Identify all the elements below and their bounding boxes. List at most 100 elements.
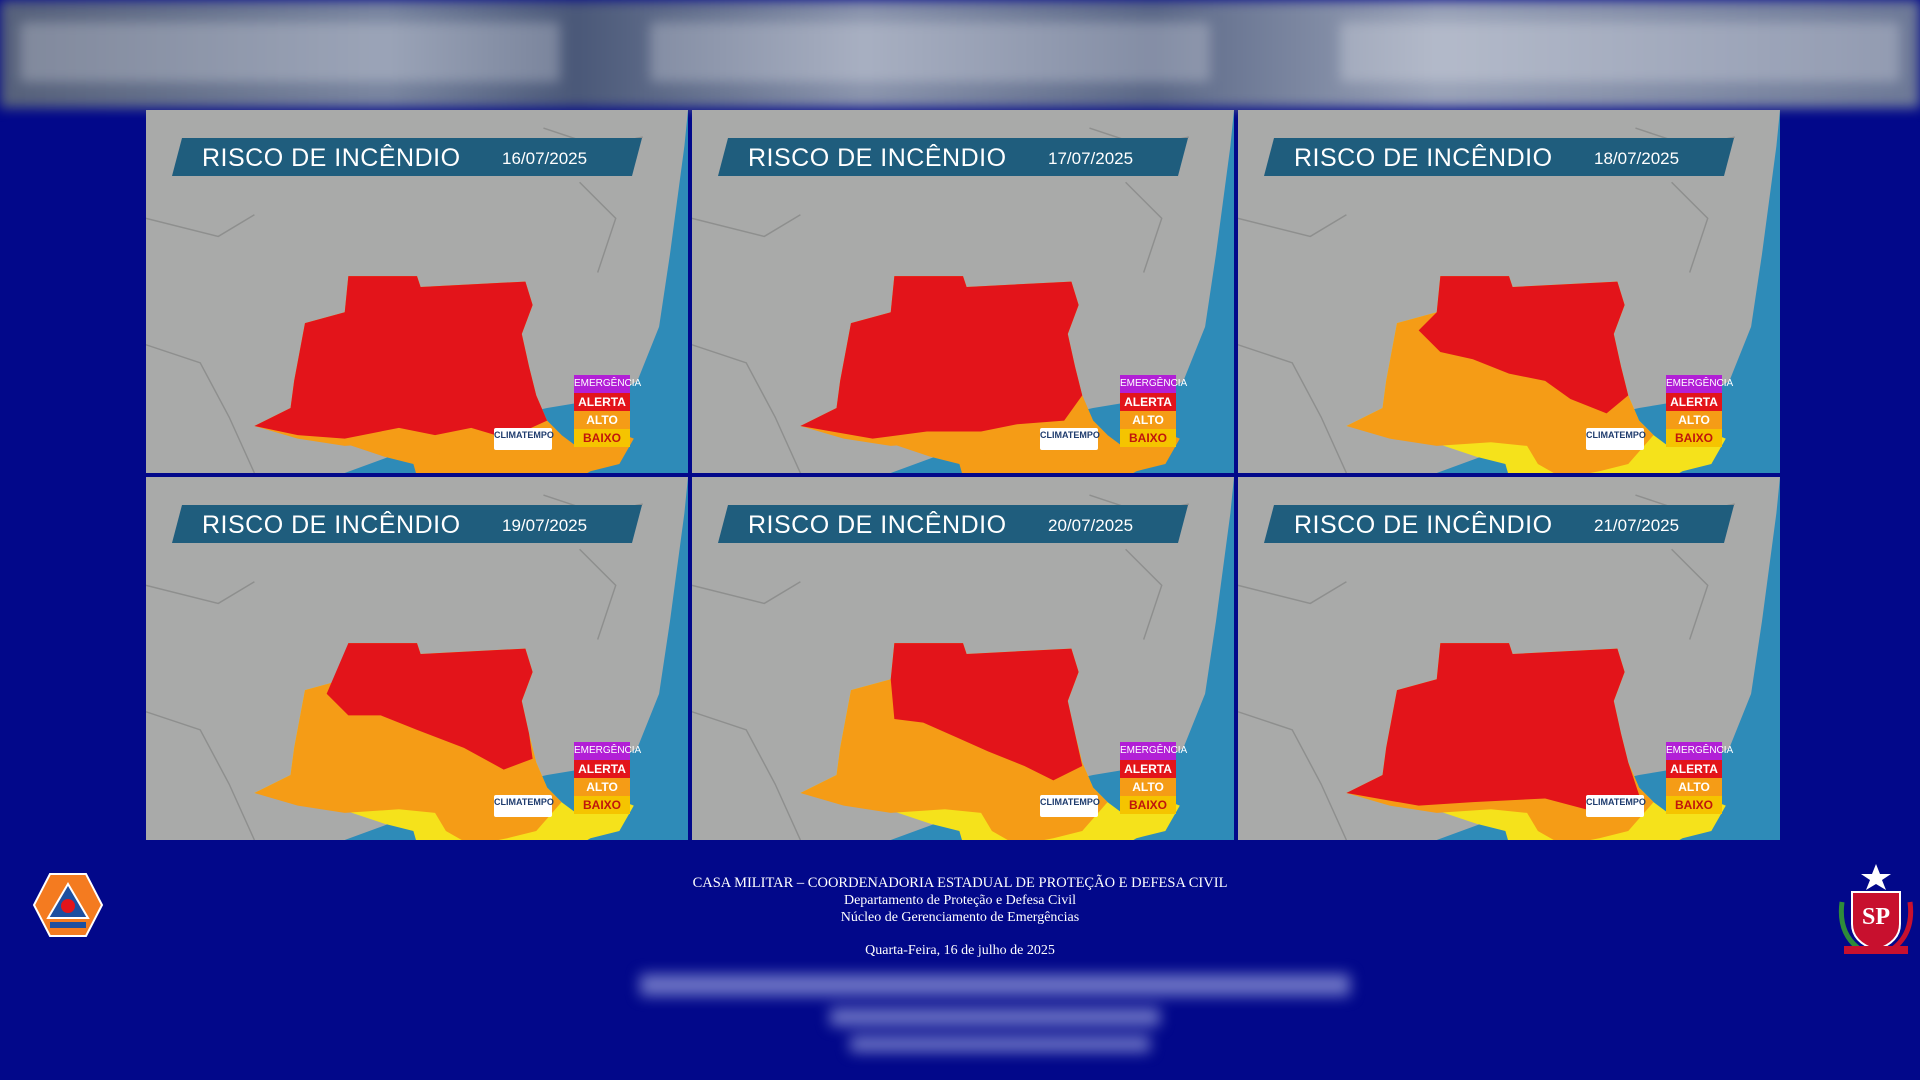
map-terrain <box>692 110 1234 473</box>
map-terrain <box>692 477 1234 840</box>
map-date: 19/07/2025 <box>502 516 588 535</box>
state-border <box>579 181 617 273</box>
legend-alerta: ALERTA <box>1120 393 1176 411</box>
fire-risk-map: RISCO DE INCÊNDIO 21/07/2025 EMERGÊNCIA ALE… <box>1238 477 1780 840</box>
state-border <box>146 581 255 605</box>
climatempo-logo: CLIMATEMPO <box>1586 795 1646 817</box>
legend-baixo: BAIXO <box>1120 429 1176 447</box>
map-title-banner: RISCO DE INCÊNDIO 19/07/2025 <box>172 505 642 543</box>
sao-paulo-coat-of-arms-icon: SP <box>1836 862 1916 961</box>
state-border <box>692 344 802 473</box>
state-border <box>1238 711 1348 840</box>
footer: CASA MILITAR – COORDENADORIA ESTADUAL DE… <box>0 875 1920 959</box>
risk-legend: EMERGÊNCIA ALERTA ALTO BAIXO <box>1666 742 1733 814</box>
map-title: RISCO DE INCÊNDIO <box>202 511 461 539</box>
legend-alerta: ALERTA <box>1120 760 1176 778</box>
fire-risk-map: RISCO DE INCÊNDIO 16/07/2025 EMERGÊNCIA ALE… <box>146 110 688 473</box>
footer-nucleus: Núcleo de Gerenciamento de Emergências <box>840 910 1080 925</box>
map-title: RISCO DE INCÊNDIO <box>1294 511 1553 539</box>
risk-legend: EMERGÊNCIA ALERTA ALTO BAIXO <box>1120 742 1187 814</box>
legend-baixo: BAIXO <box>1666 796 1722 814</box>
risk-area-alerta <box>326 643 533 770</box>
state-border <box>1238 344 1348 473</box>
legend-emergencia: EMERGÊNCIA <box>1666 742 1733 760</box>
legend-baixo: BAIXO <box>574 429 630 447</box>
legend-alerta: ALERTA <box>1666 760 1722 778</box>
state-border <box>1671 548 1709 640</box>
legend-emergencia: EMERGÊNCIA <box>1666 375 1733 393</box>
legend-emergencia: EMERGÊNCIA <box>574 375 641 393</box>
ocean <box>890 477 1234 840</box>
map-title-banner: RISCO DE INCÊNDIO 21/07/2025 <box>1264 505 1734 543</box>
ocean <box>890 110 1234 473</box>
footer-institution: CASA MILITAR – COORDENADORIA ESTADUAL DE… <box>692 875 1228 891</box>
state-border <box>1238 581 1347 605</box>
map-terrain <box>1238 110 1780 473</box>
risk-legend: EMERGÊNCIA ALERTA ALTO BAIXO <box>574 742 641 814</box>
map-date: 16/07/2025 <box>502 149 588 168</box>
state-border <box>692 214 801 238</box>
risk-area-alerta <box>890 643 1083 781</box>
svg-text:SP: SP <box>1862 904 1890 930</box>
blurred-line <box>850 1036 1150 1052</box>
state-border <box>692 711 802 840</box>
state-border <box>1671 181 1709 273</box>
fire-risk-map: RISCO DE INCÊNDIO 17/07/2025 EMERGÊNCIA ALE… <box>692 110 1234 473</box>
map-date: 18/07/2025 <box>1594 149 1680 168</box>
legend-alto: ALTO <box>574 778 630 796</box>
legend-alerta: ALERTA <box>1666 393 1722 411</box>
fire-risk-map-grid: RISCO DE INCÊNDIO 16/07/2025 EMERGÊNCIA ALE… <box>146 110 1780 842</box>
map-title: RISCO DE INCÊNDIO <box>748 511 1007 539</box>
legend-alto: ALTO <box>1666 778 1722 796</box>
legend-baixo: BAIXO <box>574 796 630 814</box>
map-title-banner: RISCO DE INCÊNDIO 20/07/2025 <box>718 505 1188 543</box>
risk-area-alerta <box>254 276 548 439</box>
risk-legend: EMERGÊNCIA ALERTA ALTO BAIXO <box>1666 375 1733 447</box>
map-terrain <box>1238 477 1780 840</box>
legend-emergencia: EMERGÊNCIA <box>574 742 641 760</box>
map-date: 20/07/2025 <box>1048 516 1134 535</box>
state-border <box>1125 181 1163 273</box>
blurred-panel <box>20 22 560 82</box>
risk-area-alerta <box>800 276 1083 439</box>
state-border <box>146 214 255 238</box>
map-title: RISCO DE INCÊNDIO <box>748 144 1007 172</box>
legend-alto: ALTO <box>1120 411 1176 429</box>
blurred-line <box>640 974 1350 996</box>
fire-risk-map: RISCO DE INCÊNDIO 18/07/2025 EMERGÊNCIA ALE… <box>1238 110 1780 473</box>
map-title-banner: RISCO DE INCÊNDIO 17/07/2025 <box>718 138 1188 176</box>
state-border <box>146 711 256 840</box>
ocean <box>1436 477 1780 840</box>
state-border <box>1125 548 1163 640</box>
state-border <box>1238 214 1347 238</box>
map-date: 17/07/2025 <box>1048 149 1134 168</box>
state-border <box>146 344 256 473</box>
map-title-banner: RISCO DE INCÊNDIO 18/07/2025 <box>1264 138 1734 176</box>
legend-emergencia: EMERGÊNCIA <box>1120 742 1187 760</box>
defesa-civil-emblem-icon <box>32 872 104 943</box>
state-border <box>692 581 801 605</box>
legend-alto: ALTO <box>574 411 630 429</box>
ocean <box>344 477 688 840</box>
legend-emergencia: EMERGÊNCIA <box>1120 375 1187 393</box>
ocean <box>1436 110 1780 473</box>
state-border <box>579 548 617 640</box>
map-terrain <box>146 110 688 473</box>
footer-department: Departamento de Proteção e Defesa Civil <box>843 893 1077 908</box>
legend-alerta: ALERTA <box>574 760 630 778</box>
footer-date: Quarta-Feira, 16 de julho de 2025 <box>865 943 1055 958</box>
fire-risk-map: RISCO DE INCÊNDIO 20/07/2025 EMERGÊNCIA ALE… <box>692 477 1234 840</box>
map-date: 21/07/2025 <box>1594 516 1680 535</box>
fire-risk-map: RISCO DE INCÊNDIO 19/07/2025 EMERGÊNCIA ALE… <box>146 477 688 840</box>
blurred-panel <box>650 22 1210 82</box>
blurred-panel <box>1340 22 1900 82</box>
map-title: RISCO DE INCÊNDIO <box>202 144 461 172</box>
legend-baixo: BAIXO <box>1120 796 1176 814</box>
risk-legend: EMERGÊNCIA ALERTA ALTO BAIXO <box>574 375 641 447</box>
blurred-footer-text <box>620 968 1370 1080</box>
risk-legend: EMERGÊNCIA ALERTA ALTO BAIXO <box>1120 375 1187 447</box>
climatempo-logo: CLIMATEMPO <box>1040 795 1100 817</box>
legend-alerta: ALERTA <box>574 393 630 411</box>
climatempo-logo: CLIMATEMPO <box>1586 428 1646 450</box>
climatempo-logo: CLIMATEMPO <box>494 428 554 450</box>
